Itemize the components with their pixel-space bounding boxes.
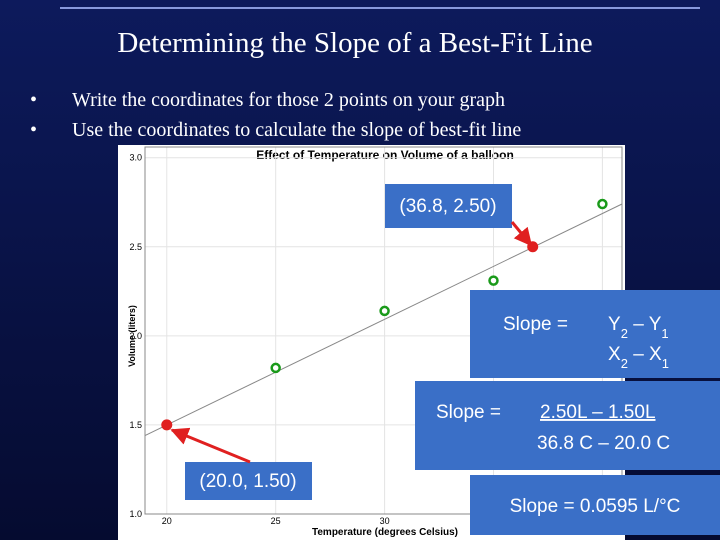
callout-box (470, 475, 720, 535)
callout-text: Slope = (436, 402, 501, 423)
x-axis-label: Temperature (degrees Celsius) (312, 527, 458, 538)
data-point (270, 362, 281, 374)
callout-text: (20.0, 1.50) (199, 471, 296, 492)
y-tick-label: 1.0 (129, 509, 142, 519)
y-tick-label: 1.5 (129, 420, 142, 430)
bullet-dot: • (30, 89, 37, 111)
data-point (379, 305, 390, 317)
formula-part: – X (628, 344, 662, 365)
callout-box (185, 462, 312, 500)
bullet: Use the coordinates to calculate the slo… (72, 119, 521, 141)
formula-part: – Y (628, 314, 662, 335)
callout-box (385, 184, 512, 228)
chart: Effect of Temperature on Volume of a bal… (127, 146, 623, 538)
formula-part: 1 (661, 326, 668, 341)
formula-part: 2 (621, 356, 628, 371)
bullet-dot: • (30, 119, 37, 141)
callout-box (470, 290, 720, 378)
callout-text: 2.50L – 1.50L (540, 402, 656, 423)
data-point (161, 419, 173, 431)
callout-text: Slope = (503, 314, 568, 335)
callout-text: 36.8 C – 20.0 C (537, 433, 670, 454)
data-point (597, 198, 608, 210)
data-point (488, 275, 499, 286)
fit-line (144, 203, 623, 437)
arrow (510, 221, 533, 247)
x-tick-label: 25 (271, 516, 281, 526)
callout-text: Slope = 0.0595 L/°C (510, 496, 681, 517)
callout-text: X2 – X1 (608, 344, 669, 371)
y-axis-label: Volume (liters) (127, 305, 137, 367)
arrow (170, 427, 251, 464)
x-tick-label: 20 (162, 516, 172, 526)
slide-title: Determining the Slope of a Best-Fit Line (117, 27, 592, 59)
callout-text: Y2 – Y1 (608, 314, 669, 341)
callout-text: (36.8, 2.50) (399, 196, 496, 217)
y-tick-label: 3.0 (129, 153, 142, 163)
y-tick-label: 2.0 (129, 331, 142, 341)
callout-box (415, 381, 720, 470)
bullet: Write the coordinates for those 2 points… (72, 89, 505, 111)
formula-part: 1 (662, 356, 669, 371)
x-tick-label: 30 (380, 516, 390, 526)
formula-part: 2 (621, 326, 628, 341)
y-tick-label: 2.5 (129, 242, 142, 252)
formula-part: X (608, 344, 621, 365)
formula-part: Y (608, 314, 621, 335)
